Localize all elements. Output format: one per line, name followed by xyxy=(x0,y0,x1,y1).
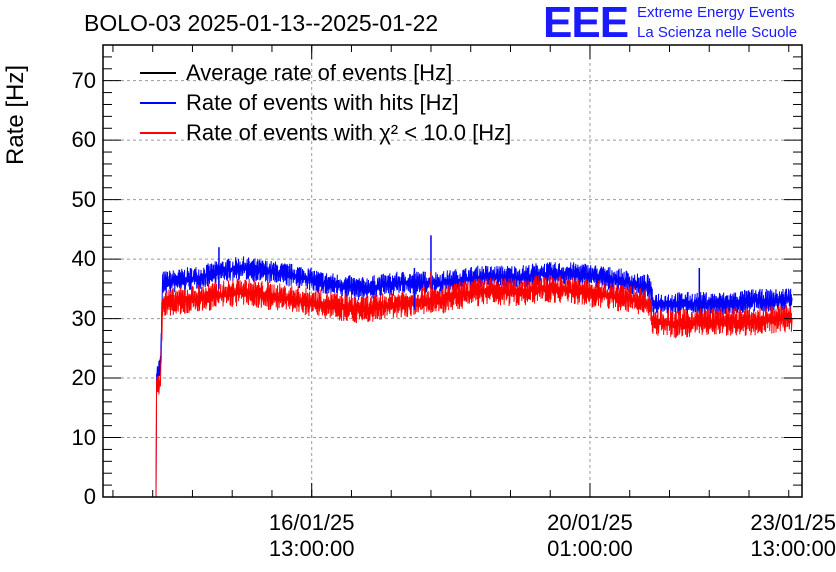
series-line-chi2 xyxy=(155,274,793,498)
x-tick-time: 13:00:00 xyxy=(268,536,355,561)
x-tick-label: 16/01/25 13:00:00 xyxy=(242,510,382,562)
y-tick-label: 70 xyxy=(71,67,96,93)
y-tick-label: 30 xyxy=(71,305,96,331)
legend-swatch-chi2 xyxy=(140,132,176,134)
logo-line-1: Extreme Energy Events xyxy=(637,4,795,21)
axis-ticks xyxy=(103,44,803,498)
legend-label-hits: Rate of events with hits [Hz] xyxy=(186,90,459,115)
x-tick-date: 23/01/25 xyxy=(750,510,836,535)
series-layer xyxy=(155,235,793,498)
legend-label-average: Average rate of events [Hz] xyxy=(186,60,453,85)
y-tick-label: 20 xyxy=(71,365,96,391)
x-tick-time: 01:00:00 xyxy=(547,536,633,561)
x-tick-date: 16/01/25 xyxy=(268,510,355,535)
logo-line-2: La Scienza nelle Scuole xyxy=(637,24,798,41)
y-tick-label: 60 xyxy=(71,127,96,153)
legend-item-hits: Rate of events with hits [Hz] xyxy=(140,88,511,118)
y-tick-label: 50 xyxy=(71,186,96,212)
legend-swatch-hits xyxy=(140,102,176,104)
legend-label-chi2: Rate of events with χ² < 10.0 [Hz] xyxy=(186,120,512,145)
legend: Average rate of events [Hz] Rate of even… xyxy=(140,58,511,148)
legend-swatch-average xyxy=(140,72,176,74)
y-tick-label: 0 xyxy=(83,484,96,509)
x-tick-date: 20/01/25 xyxy=(547,510,633,535)
y-tick-label: 10 xyxy=(71,424,96,450)
y-tick-label: 40 xyxy=(71,246,96,272)
x-tick-time: 13:00:00 xyxy=(750,536,836,561)
legend-item-chi2: Rate of events with χ² < 10.0 [Hz] xyxy=(140,118,511,148)
legend-item-average: Average rate of events [Hz] xyxy=(140,58,511,88)
x-tick-label: 23/01/25 13:00:00 xyxy=(696,510,836,562)
x-tick-label: 20/01/25 01:00:00 xyxy=(520,510,660,562)
chart-title: BOLO-03 2025-01-13--2025-01-22 xyxy=(84,10,439,36)
y-axis-label: Rate [Hz] xyxy=(2,64,29,165)
eee-logo: EEE xyxy=(543,0,629,47)
series-line-hits xyxy=(155,256,793,498)
